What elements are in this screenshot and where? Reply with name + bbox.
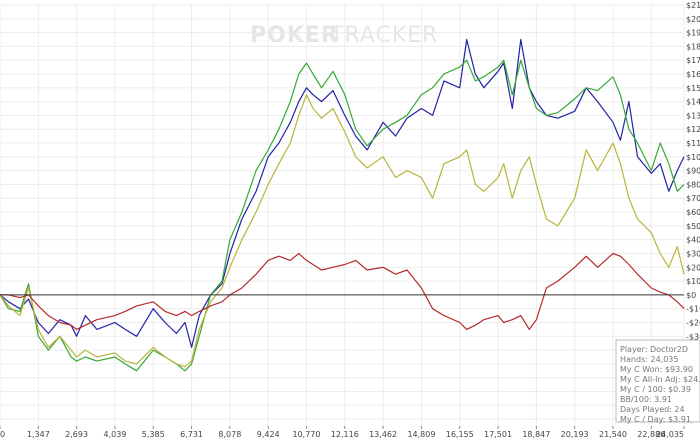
stats-box: Player: Doctor2D Hands: 24,035 My C Won:… [615, 339, 700, 424]
stats-box-frame [615, 339, 700, 423]
x-tick-label: 22,886 [637, 430, 665, 439]
stat-per-100: My C / 100: $0.39 [620, 385, 691, 394]
series-line-3 [0, 252, 685, 330]
y-tick-label: $80 [686, 180, 700, 189]
stat-player: Player: Doctor2D [620, 345, 688, 354]
y-tick-label: $120 [686, 125, 700, 134]
y-tick-label: $150 [686, 84, 700, 93]
y-tick-label: $30 [686, 249, 700, 258]
stat-bb-100: BB/100: 3.91 [620, 395, 672, 404]
x-tick-label: 13,462 [369, 430, 397, 439]
y-tick-label: -$20 [686, 318, 700, 327]
y-tick-label: $170 [686, 56, 700, 65]
y-tick-label: $50 [686, 222, 700, 231]
x-tick-label: 6,731 [180, 430, 203, 439]
y-tick-label: $60 [686, 208, 700, 217]
y-tick-label: $140 [686, 98, 700, 107]
y-tick-label: -$30 [686, 332, 700, 341]
x-tick-label: 2,693 [65, 430, 88, 439]
y-tick-label: -$10 [686, 305, 700, 314]
x-tick-label: 24,035 [656, 430, 684, 439]
x-tick-label: 10,770 [292, 430, 320, 439]
watermark-poker: POKER [250, 23, 339, 48]
stat-allin-adj: My C All-In Adj: $24.53 [620, 375, 700, 384]
stat-per-day: My C / Day: $3.91 [620, 415, 691, 424]
x-tick-label: 17,501 [484, 430, 512, 439]
y-tick-label: $200 [686, 15, 700, 24]
y-tick-label: $40 [686, 236, 700, 245]
y-tick-label: $190 [686, 29, 700, 38]
y-tick-label: $20 [686, 263, 700, 272]
stat-days-played: Days Played: 24 [620, 405, 685, 414]
y-tick-label: $110 [686, 139, 700, 148]
y-tick-label: $90 [686, 167, 700, 176]
y-axis-ticks: -$90-$80-$70-$60-$50-$40-$30-$20-$10$0$1… [686, 1, 700, 424]
y-tick-label: $0 [686, 291, 696, 300]
y-tick-label: $180 [686, 42, 700, 51]
x-tick-label: 14,809 [407, 430, 435, 439]
x-tick-label: 4,039 [103, 430, 126, 439]
series-line-0 [0, 38, 685, 348]
x-tick-label: 21,540 [599, 430, 627, 439]
y-tick-label: $160 [686, 70, 700, 79]
series-line-2 [0, 94, 685, 368]
x-tick-label: 16,155 [446, 430, 474, 439]
watermark-tracker: TRACKER [329, 23, 438, 48]
x-axis-ticks: 0 1,347 2,693 4,039 5,385 6,731 8,078 9,424 10,7… [0, 426, 685, 439]
x-tick-label: 8,078 [218, 430, 241, 439]
y-tick-label: $70 [686, 194, 700, 203]
y-tick-label: $10 [686, 277, 700, 286]
x-tick-label: 5,385 [142, 430, 165, 439]
x-tick-label: 1,347 [27, 430, 50, 439]
x-tick-label: 20,193 [561, 430, 589, 439]
stat-won: My C Won: $93.90 [620, 365, 693, 374]
x-tick-label: 18,847 [522, 430, 550, 439]
x-tick-label: 9,424 [257, 430, 280, 439]
x-tick-label: 12,116 [331, 430, 359, 439]
series-line-1 [0, 59, 685, 372]
x-tick-label: 0 [0, 430, 5, 439]
y-tick-label: $210 [686, 1, 700, 10]
y-tick-label: $100 [686, 153, 700, 162]
series-lines [0, 38, 685, 372]
stat-hands: Hands: 24,035 [620, 355, 678, 364]
y-tick-label: $130 [686, 111, 700, 120]
